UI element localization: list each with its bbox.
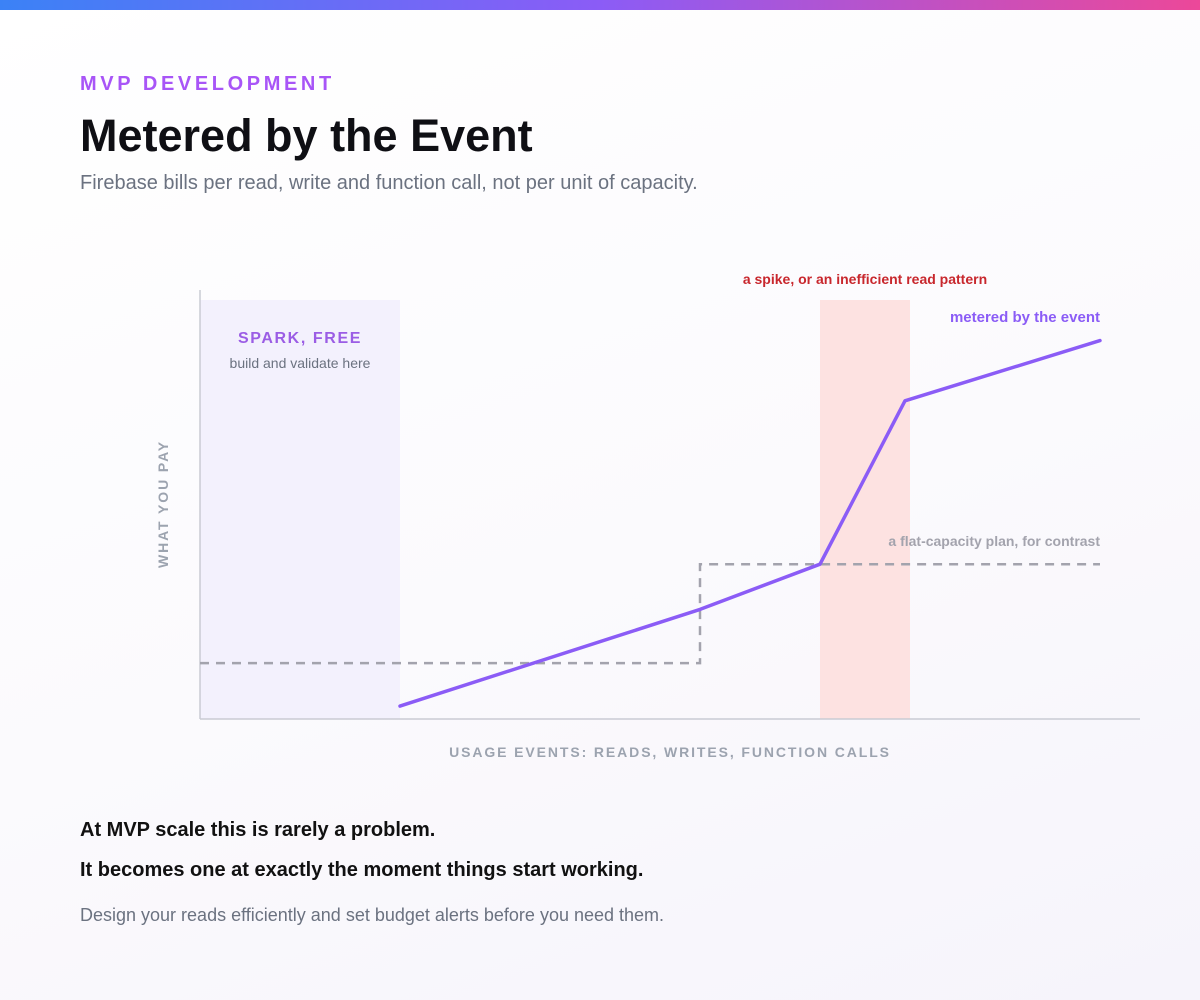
y-axis-label: WHAT YOU PAY <box>155 440 171 568</box>
spark-free-region <box>200 300 400 719</box>
top-accent-bar <box>0 0 1200 10</box>
metered-line <box>398 338 1102 708</box>
spark-region-subtitle: build and validate here <box>230 355 371 371</box>
eyebrow-label: MVP DEVELOPMENT <box>80 73 335 95</box>
x-axis-label: USAGE EVENTS: READS, WRITES, FUNCTION CA… <box>449 744 891 760</box>
spike-region <box>820 300 910 719</box>
takeaway-line-2: It becomes one at exactly the moment thi… <box>80 859 644 881</box>
page-subtitle: Firebase bills per read, write and funct… <box>80 172 698 194</box>
flat-series-label: a flat-capacity plan, for contrast <box>888 533 1100 549</box>
flat-capacity-line <box>200 562 1100 665</box>
spark-region-title: SPARK, FREE <box>238 330 362 347</box>
metered-series-label: metered by the event <box>950 309 1100 326</box>
takeaway-note: Design your reads efficiently and set bu… <box>80 905 665 925</box>
takeaway-line-1: At MVP scale this is rarely a problem. <box>80 819 436 841</box>
spike-annotation: a spike, or an inefficient read pattern <box>743 271 987 287</box>
page-title: Metered by the Event <box>80 110 533 161</box>
